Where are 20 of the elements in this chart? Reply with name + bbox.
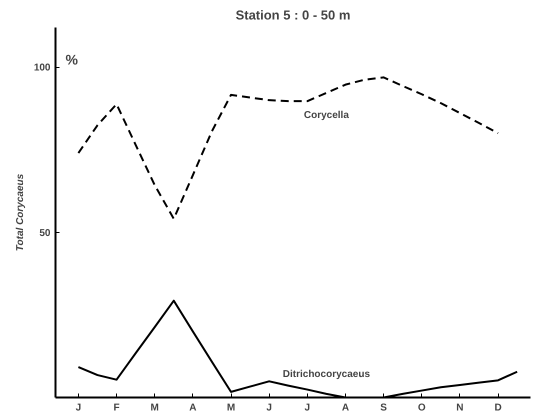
y-tick-label: 50	[39, 228, 51, 239]
x-tick-label: D	[494, 402, 502, 414]
x-tick-label: J	[76, 402, 82, 414]
x-tick-label: F	[113, 402, 120, 414]
x-tick-label: M	[226, 402, 236, 414]
x-tick-label: M	[150, 402, 159, 414]
y-axis-title: Total Corycaeus	[14, 173, 26, 252]
series-label: Ditrichocorycaeus	[282, 368, 370, 380]
x-tick-label: N	[456, 402, 464, 414]
x-tick-label: A	[342, 402, 350, 414]
annotation: %	[66, 52, 78, 68]
series-label: Corycella	[304, 110, 350, 121]
y-tick-label: 100	[34, 62, 51, 74]
x-tick-label: S	[380, 402, 388, 414]
x-tick-label: A	[189, 402, 196, 414]
x-tick-label: J	[266, 402, 272, 414]
chart-title: Station 5 : 0 - 50 m	[236, 8, 350, 22]
x-tick-label: O	[418, 402, 426, 414]
x-tick-label: J	[304, 402, 310, 414]
line-series	[77, 76, 500, 220]
